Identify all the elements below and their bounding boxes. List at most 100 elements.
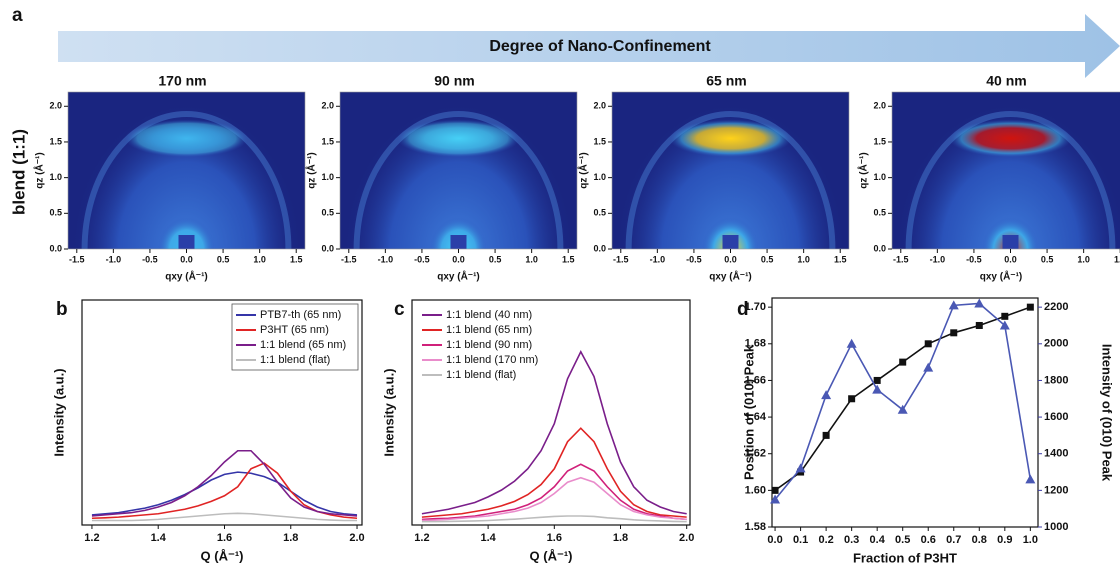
- x-tick-label: -1.0: [650, 254, 666, 264]
- image-title: 40 nm: [986, 73, 1026, 89]
- legend-label: PTB7-th (65 nm): [260, 309, 341, 321]
- y-tick-label: 2.0: [873, 101, 886, 111]
- beamstop: [722, 235, 739, 249]
- confinement-arrow: [58, 14, 1120, 78]
- x-tick-label: -1.0: [930, 254, 946, 264]
- low-q-feature: [702, 217, 759, 249]
- x-tick-label: -1.5: [69, 254, 85, 264]
- legend-label: 1:1 blend (170 nm): [446, 354, 538, 366]
- x-tick-label: 1.5: [562, 254, 575, 264]
- marker: [846, 338, 857, 348]
- x-tick-label: 1.6: [547, 532, 562, 544]
- x-tick-label: 0.0: [180, 254, 193, 264]
- x-tick-label: 2.0: [349, 532, 364, 544]
- amorphous-ring: [625, 111, 836, 249]
- amorphous-ring: [905, 111, 1116, 249]
- x-tick-label: 0.9: [997, 534, 1012, 546]
- y-tick-label: 1.0: [593, 172, 606, 182]
- marker: [1025, 474, 1036, 484]
- y-tick-label: 1.5: [321, 136, 334, 146]
- y2-tick-label: 2200: [1044, 301, 1068, 313]
- x-tick-label: 0.2: [818, 534, 833, 546]
- scattering-image: [612, 92, 849, 249]
- y-tick-label: 0.0: [321, 243, 334, 253]
- marker: [821, 390, 832, 400]
- low-q-feature: [430, 217, 487, 249]
- x-tick-label: 1.5: [290, 254, 303, 264]
- scattering-image: [340, 92, 577, 249]
- marker: [948, 300, 959, 310]
- marker: [975, 321, 983, 329]
- series-line: [774, 306, 1031, 492]
- y-tick-label: 0.0: [593, 243, 606, 253]
- series-line: [91, 449, 358, 517]
- x-tick-label: 0.5: [895, 534, 910, 546]
- y-tick-label: 0.5: [49, 208, 62, 218]
- y-tick-label: 2.0: [593, 101, 606, 111]
- y-axis-label: Intensity (a.u.): [381, 368, 396, 456]
- y2-tick-label: 1600: [1044, 411, 1068, 423]
- x-tick-label: 0.5: [1041, 254, 1054, 264]
- x-tick-label: 1.2: [84, 532, 99, 544]
- x-tick-label: 0.6: [921, 534, 936, 546]
- y-tick-label: 1.0: [321, 172, 334, 182]
- legend-label: 1:1 blend (65 nm): [260, 339, 346, 351]
- x-axis-label: qxy (Å⁻¹): [437, 270, 480, 283]
- x-tick-label: 0.7: [946, 534, 961, 546]
- x-tick-label: -1.5: [341, 254, 357, 264]
- pi-stacking-peak: [668, 119, 793, 158]
- x-tick-label: 0.4: [870, 534, 886, 546]
- y-axis-label: Intensity (a.u.): [51, 368, 66, 456]
- pi-stacking-peak: [948, 119, 1073, 158]
- marker: [822, 431, 830, 439]
- x-tick-label: -0.5: [142, 254, 158, 264]
- x-tick-label: 1.0: [525, 254, 538, 264]
- plot-frame: [81, 299, 363, 526]
- x-axis-label: Fraction of P3HT: [853, 550, 957, 565]
- beamstop: [450, 235, 467, 249]
- y2-tick-label: 1800: [1044, 374, 1068, 386]
- marker: [795, 463, 806, 473]
- panel-label: c: [394, 299, 405, 320]
- legend-label: 1:1 blend (flat): [260, 354, 330, 366]
- low-q-feature: [158, 217, 215, 249]
- y-tick-label: 0.0: [873, 243, 886, 253]
- y2-axis-label: Intensity of (010) Peak: [1100, 344, 1115, 482]
- series-line: [421, 349, 687, 515]
- y-tick-label: 1.68: [745, 338, 766, 350]
- x-tick-label: -1.5: [613, 254, 629, 264]
- x-tick-label: -0.5: [686, 254, 702, 264]
- marker: [999, 320, 1010, 330]
- y2-tick-label: 2000: [1044, 338, 1068, 350]
- x-tick-label: 1.5: [1114, 254, 1120, 264]
- x-tick-label: 1.6: [217, 532, 232, 544]
- x-axis-label: Q (Å⁻¹): [530, 548, 573, 563]
- x-tick-label: 1.0: [797, 254, 810, 264]
- y-axis-label: qz (Å⁻¹): [577, 152, 590, 188]
- series-line: [421, 476, 687, 522]
- x-tick-label: 0.1: [793, 534, 808, 546]
- plot-frame: [411, 299, 691, 526]
- x-tick-label: -0.5: [414, 254, 430, 264]
- x-tick-label: 0.0: [1004, 254, 1017, 264]
- row-label: blend (1:1): [9, 129, 28, 215]
- marker: [770, 494, 781, 504]
- beamstop: [1002, 235, 1019, 249]
- legend-label: 1:1 blend (flat): [446, 369, 516, 381]
- series-line: [421, 463, 687, 521]
- x-tick-label: -1.0: [378, 254, 394, 264]
- y-axis-label: qz (Å⁻¹): [33, 152, 46, 188]
- marker: [950, 329, 958, 337]
- legend-label: 1:1 blend (40 nm): [446, 309, 532, 321]
- marker: [1026, 303, 1034, 311]
- marker: [897, 404, 908, 414]
- y-tick-label: 0.5: [321, 208, 334, 218]
- amorphous-ring: [81, 111, 292, 249]
- x-tick-label: 1.2: [414, 532, 429, 544]
- x-axis-label: qxy (Å⁻¹): [709, 270, 752, 283]
- y-tick-label: 1.66: [745, 374, 766, 386]
- image-title: 65 nm: [706, 73, 746, 89]
- y-tick-label: 1.5: [49, 136, 62, 146]
- x-axis-label: qxy (Å⁻¹): [165, 270, 208, 283]
